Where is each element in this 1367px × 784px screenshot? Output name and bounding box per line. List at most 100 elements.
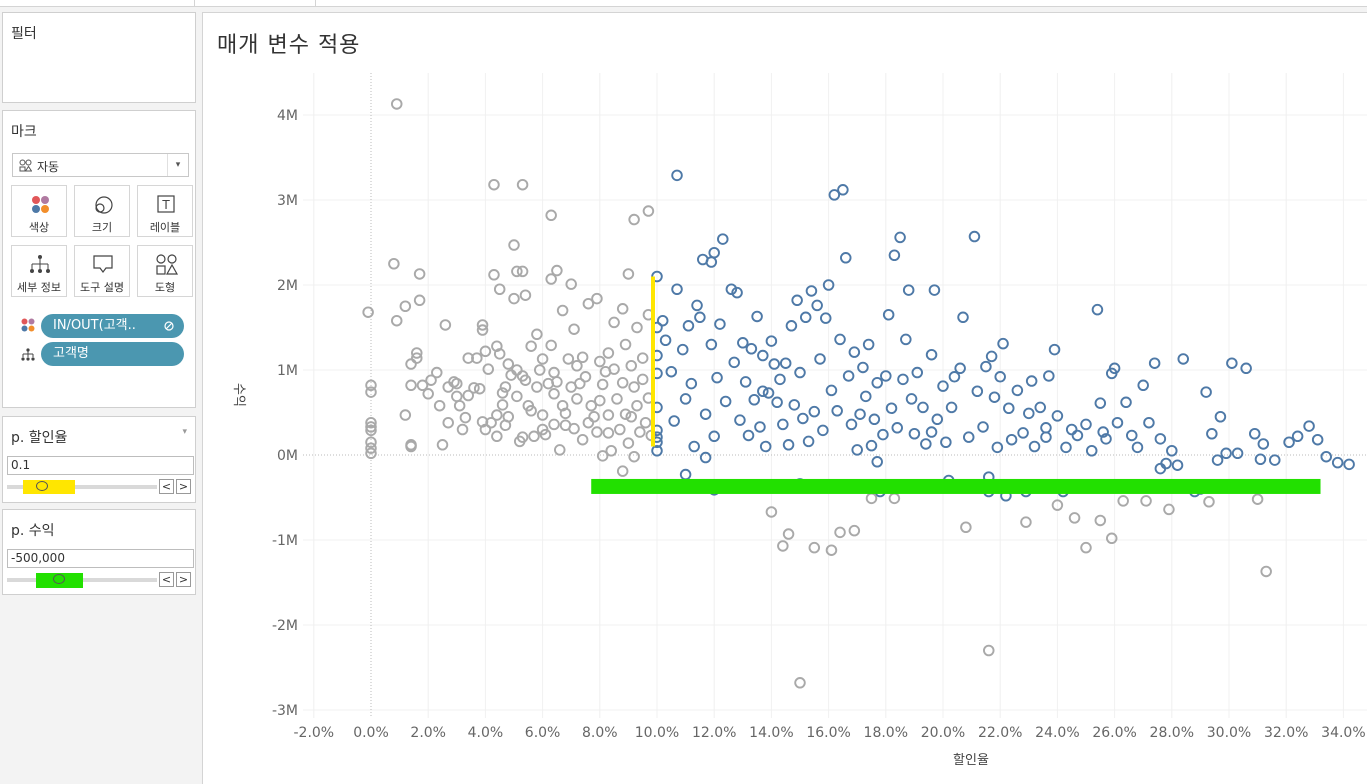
data-point[interactable] <box>539 428 552 441</box>
data-point[interactable] <box>451 377 463 390</box>
data-point[interactable] <box>639 416 652 429</box>
data-point[interactable] <box>794 677 806 689</box>
data-point[interactable] <box>451 390 463 403</box>
data-point[interactable] <box>576 351 589 364</box>
data-point[interactable] <box>897 373 909 386</box>
data-point[interactable] <box>1034 401 1046 414</box>
data-point[interactable] <box>719 395 732 408</box>
data-point[interactable] <box>479 345 492 358</box>
data-point[interactable] <box>748 394 760 406</box>
data-point[interactable] <box>622 268 635 280</box>
data-point[interactable] <box>1203 496 1215 508</box>
data-point[interactable] <box>425 374 437 386</box>
data-point[interactable] <box>1143 416 1155 429</box>
data-point[interactable] <box>1080 541 1092 554</box>
data-point[interactable] <box>757 385 769 398</box>
data-point[interactable] <box>811 299 823 312</box>
data-point[interactable] <box>994 371 1006 383</box>
data-point[interactable] <box>1240 362 1252 375</box>
data-point[interactable] <box>659 334 672 347</box>
data-point[interactable] <box>462 389 474 402</box>
data-point[interactable] <box>468 382 480 394</box>
data-point[interactable] <box>405 358 417 370</box>
data-point[interactable] <box>511 265 523 278</box>
data-point[interactable] <box>1117 495 1129 507</box>
data-point[interactable] <box>476 324 489 336</box>
detail-button[interactable]: 세부 정보 <box>11 245 67 297</box>
data-point[interactable] <box>616 377 629 389</box>
data-point[interactable] <box>568 323 580 335</box>
data-point[interactable] <box>765 506 778 518</box>
chevron-down-icon[interactable]: ▾ <box>182 427 187 437</box>
data-point[interactable] <box>1177 353 1189 365</box>
data-point[interactable] <box>525 340 537 352</box>
data-point[interactable] <box>390 314 403 327</box>
data-point[interactable] <box>988 391 1001 403</box>
data-point[interactable] <box>571 393 583 405</box>
data-point[interactable] <box>422 388 434 400</box>
data-point[interactable] <box>582 416 595 429</box>
data-point[interactable] <box>894 231 906 244</box>
data-point[interactable] <box>1291 430 1304 443</box>
data-point[interactable] <box>1043 370 1055 382</box>
data-point[interactable] <box>556 304 569 317</box>
data-point[interactable] <box>416 379 429 392</box>
data-point[interactable] <box>688 440 700 453</box>
data-point[interactable] <box>1248 428 1261 440</box>
data-point[interactable] <box>762 387 775 399</box>
data-point[interactable] <box>591 426 603 438</box>
data-point[interactable] <box>985 350 998 363</box>
data-point[interactable] <box>728 356 740 369</box>
data-point[interactable] <box>1140 495 1152 507</box>
data-point[interactable] <box>594 394 606 407</box>
data-point[interactable] <box>665 365 678 378</box>
data-point[interactable] <box>977 421 989 433</box>
data-point[interactable] <box>1105 532 1118 545</box>
data-point[interactable] <box>962 431 975 443</box>
data-point[interactable] <box>628 450 640 463</box>
data-point[interactable] <box>536 353 549 365</box>
data-point[interactable] <box>1040 431 1052 443</box>
data-point[interactable] <box>1303 420 1315 432</box>
data-point[interactable] <box>900 333 912 346</box>
data-point[interactable] <box>462 352 474 364</box>
data-point[interactable] <box>802 435 815 448</box>
data-point[interactable] <box>496 399 509 411</box>
data-point[interactable] <box>782 439 795 451</box>
data-point[interactable] <box>1131 441 1144 454</box>
data-point[interactable] <box>1331 456 1344 469</box>
data-point[interactable] <box>1269 454 1281 466</box>
data-point[interactable] <box>888 492 901 505</box>
data-point[interactable] <box>616 465 629 477</box>
data-point[interactable] <box>845 418 858 431</box>
data-point[interactable] <box>554 444 566 456</box>
data-point[interactable] <box>925 348 938 361</box>
data-point[interactable] <box>831 405 843 417</box>
data-point[interactable] <box>411 352 423 364</box>
tooltip-button[interactable]: 도구 설명 <box>74 245 130 297</box>
data-point[interactable] <box>679 468 692 481</box>
label-button[interactable]: T 레이블 <box>137 185 193 237</box>
data-point[interactable] <box>865 492 878 505</box>
data-point[interactable] <box>957 311 969 324</box>
data-point[interactable] <box>860 390 872 403</box>
data-point[interactable] <box>574 377 586 390</box>
data-point[interactable] <box>631 399 643 412</box>
param-discount-slider-thumb[interactable] <box>36 481 48 491</box>
data-point[interactable] <box>511 390 523 403</box>
data-point[interactable] <box>388 257 400 270</box>
data-point[interactable] <box>694 311 706 324</box>
data-point[interactable] <box>1111 416 1124 429</box>
data-point[interactable] <box>834 526 846 539</box>
data-point[interactable] <box>433 399 446 412</box>
param-discount-slider-track[interactable] <box>7 485 157 489</box>
data-point[interactable] <box>1320 450 1332 463</box>
data-point[interactable] <box>822 279 835 291</box>
data-point[interactable] <box>851 444 863 456</box>
data-point[interactable] <box>808 405 821 418</box>
data-point[interactable] <box>588 411 600 423</box>
data-point[interactable] <box>868 413 881 426</box>
data-point[interactable] <box>571 360 583 372</box>
data-point[interactable] <box>1343 458 1355 471</box>
data-point[interactable] <box>531 381 543 393</box>
